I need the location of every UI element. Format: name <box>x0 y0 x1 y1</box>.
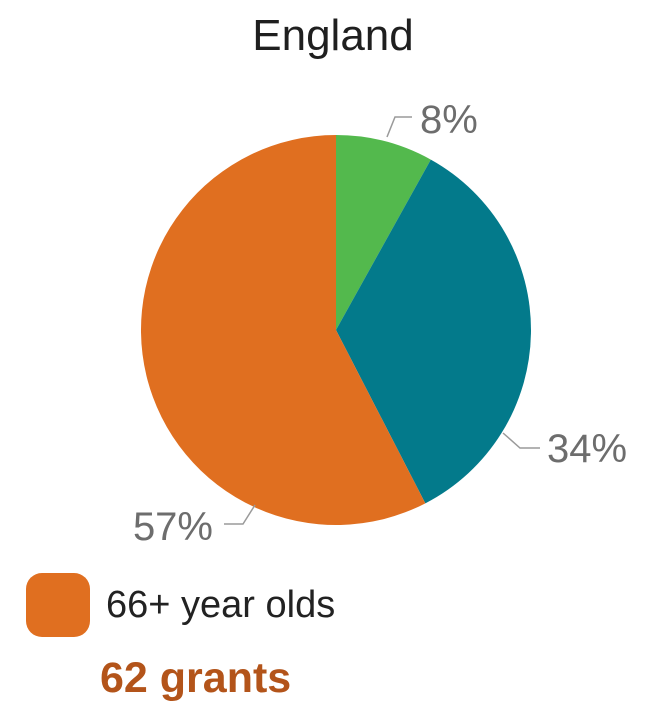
legend-label-66plus: 66+ year olds <box>106 583 336 626</box>
slice-label-57: 57% <box>133 505 213 549</box>
chart-title: England <box>252 11 413 60</box>
slice-label-34: 34% <box>547 427 627 471</box>
pie-slice-57 <box>140 135 426 525</box>
grants-count: 62 grants <box>100 654 292 702</box>
slice-label-8: 8% <box>420 98 478 142</box>
legend: 66+ year olds <box>26 573 335 637</box>
legend-swatch-66plus <box>26 573 90 637</box>
leader-line-8 <box>386 116 412 138</box>
pie-slice-34 <box>336 159 531 504</box>
pie-slice-8 <box>336 135 431 330</box>
leader-line-57 <box>224 504 256 525</box>
leader-line-34 <box>502 432 540 449</box>
